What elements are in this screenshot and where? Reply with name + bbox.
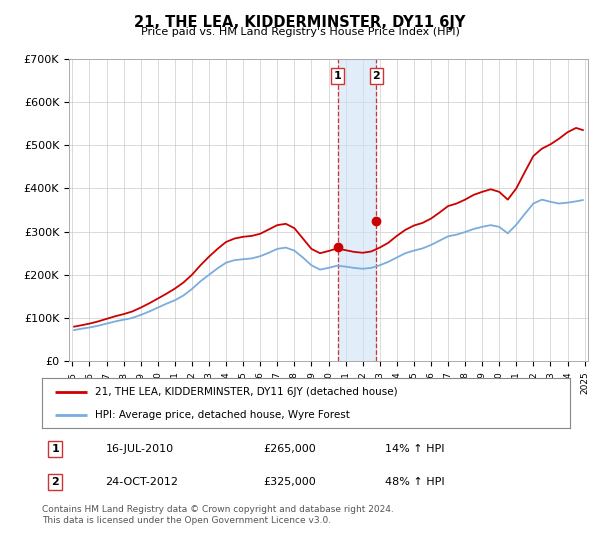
- Text: 1: 1: [52, 444, 59, 454]
- Text: 2: 2: [52, 477, 59, 487]
- Text: £325,000: £325,000: [264, 477, 317, 487]
- Text: 21, THE LEA, KIDDERMINSTER, DY11 6JY (detached house): 21, THE LEA, KIDDERMINSTER, DY11 6JY (de…: [95, 386, 397, 396]
- Text: 2: 2: [373, 71, 380, 81]
- Text: 14% ↑ HPI: 14% ↑ HPI: [385, 444, 445, 454]
- Text: £265,000: £265,000: [264, 444, 317, 454]
- Text: 1: 1: [334, 71, 341, 81]
- Text: HPI: Average price, detached house, Wyre Forest: HPI: Average price, detached house, Wyre…: [95, 410, 350, 420]
- Text: Price paid vs. HM Land Registry's House Price Index (HPI): Price paid vs. HM Land Registry's House …: [140, 27, 460, 37]
- Text: 24-OCT-2012: 24-OCT-2012: [106, 477, 178, 487]
- Bar: [338, 59, 376, 361]
- Text: 21, THE LEA, KIDDERMINSTER, DY11 6JY: 21, THE LEA, KIDDERMINSTER, DY11 6JY: [134, 15, 466, 30]
- Text: Contains HM Land Registry data © Crown copyright and database right 2024.
This d: Contains HM Land Registry data © Crown c…: [42, 505, 394, 525]
- Text: 48% ↑ HPI: 48% ↑ HPI: [385, 477, 445, 487]
- Text: 16-JUL-2010: 16-JUL-2010: [106, 444, 173, 454]
